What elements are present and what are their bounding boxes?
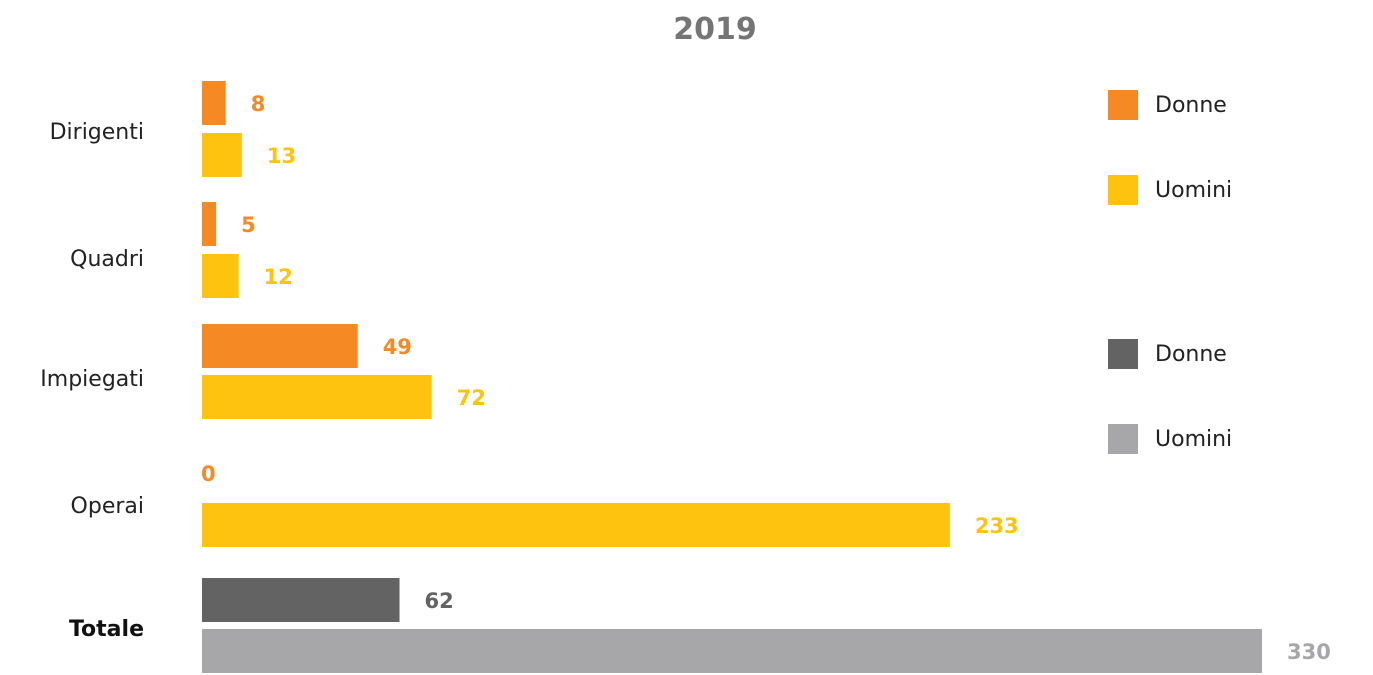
category-label-dirigenti: Dirigenti [50,120,144,145]
bar-quadri-uomini [200,252,241,300]
legend-label-uomini-3: Uomini [1155,427,1232,452]
category-label-impiegati: Impiegati [40,367,144,392]
bar-dirigenti-donne [200,79,228,127]
bar-operai-uomini [200,501,952,549]
bar-quadri-donne [200,200,219,248]
category-label-quadri: Quadri [70,247,144,272]
value-label-impiegati-donne: 49 [383,335,412,359]
legend-swatch-uomini-1 [1108,175,1138,205]
value-label-totale-uomini: 330 [1287,640,1331,664]
bar-totale-donne [200,576,402,624]
legend-label-donne-0: Donne [1155,93,1227,118]
bars [200,79,1264,675]
bar-dirigenti-uomini [200,131,244,179]
value-label-operai-uomini: 233 [975,514,1019,538]
value-label-quadri-donne: 5 [241,213,256,237]
legend-swatch-uomini-3 [1108,424,1138,454]
value-label-dirigenti-donne: 8 [251,92,266,116]
value-label-quadri-uomini: 12 [264,265,293,289]
chart-title: 2019 [673,12,757,47]
value-label-totale-donne: 62 [425,589,454,613]
bar-totale-uomini [200,627,1264,675]
category-label-totale: Totale [69,617,144,642]
legend-swatch-donne-0 [1108,90,1138,120]
value-labels: 8 5 49 0 13 12 72 233 62 330 [201,92,1331,664]
value-label-dirigenti-uomini: 13 [267,144,296,168]
legend: Donne Uomini Donne Uomini [1108,90,1232,454]
legend-swatch-donne-2 [1108,339,1138,369]
bar-impiegati-uomini [200,373,434,421]
legend-label-uomini-1: Uomini [1155,178,1232,203]
value-label-impiegati-uomini: 72 [457,386,486,410]
category-label-operai: Operai [71,494,144,519]
value-label-operai-donne: 0 [201,462,216,486]
legend-label-donne-2: Donne [1155,342,1227,367]
bar-impiegati-donne [200,322,360,370]
category-labels: Dirigenti Quadri Impiegati Operai Totale [40,120,144,642]
